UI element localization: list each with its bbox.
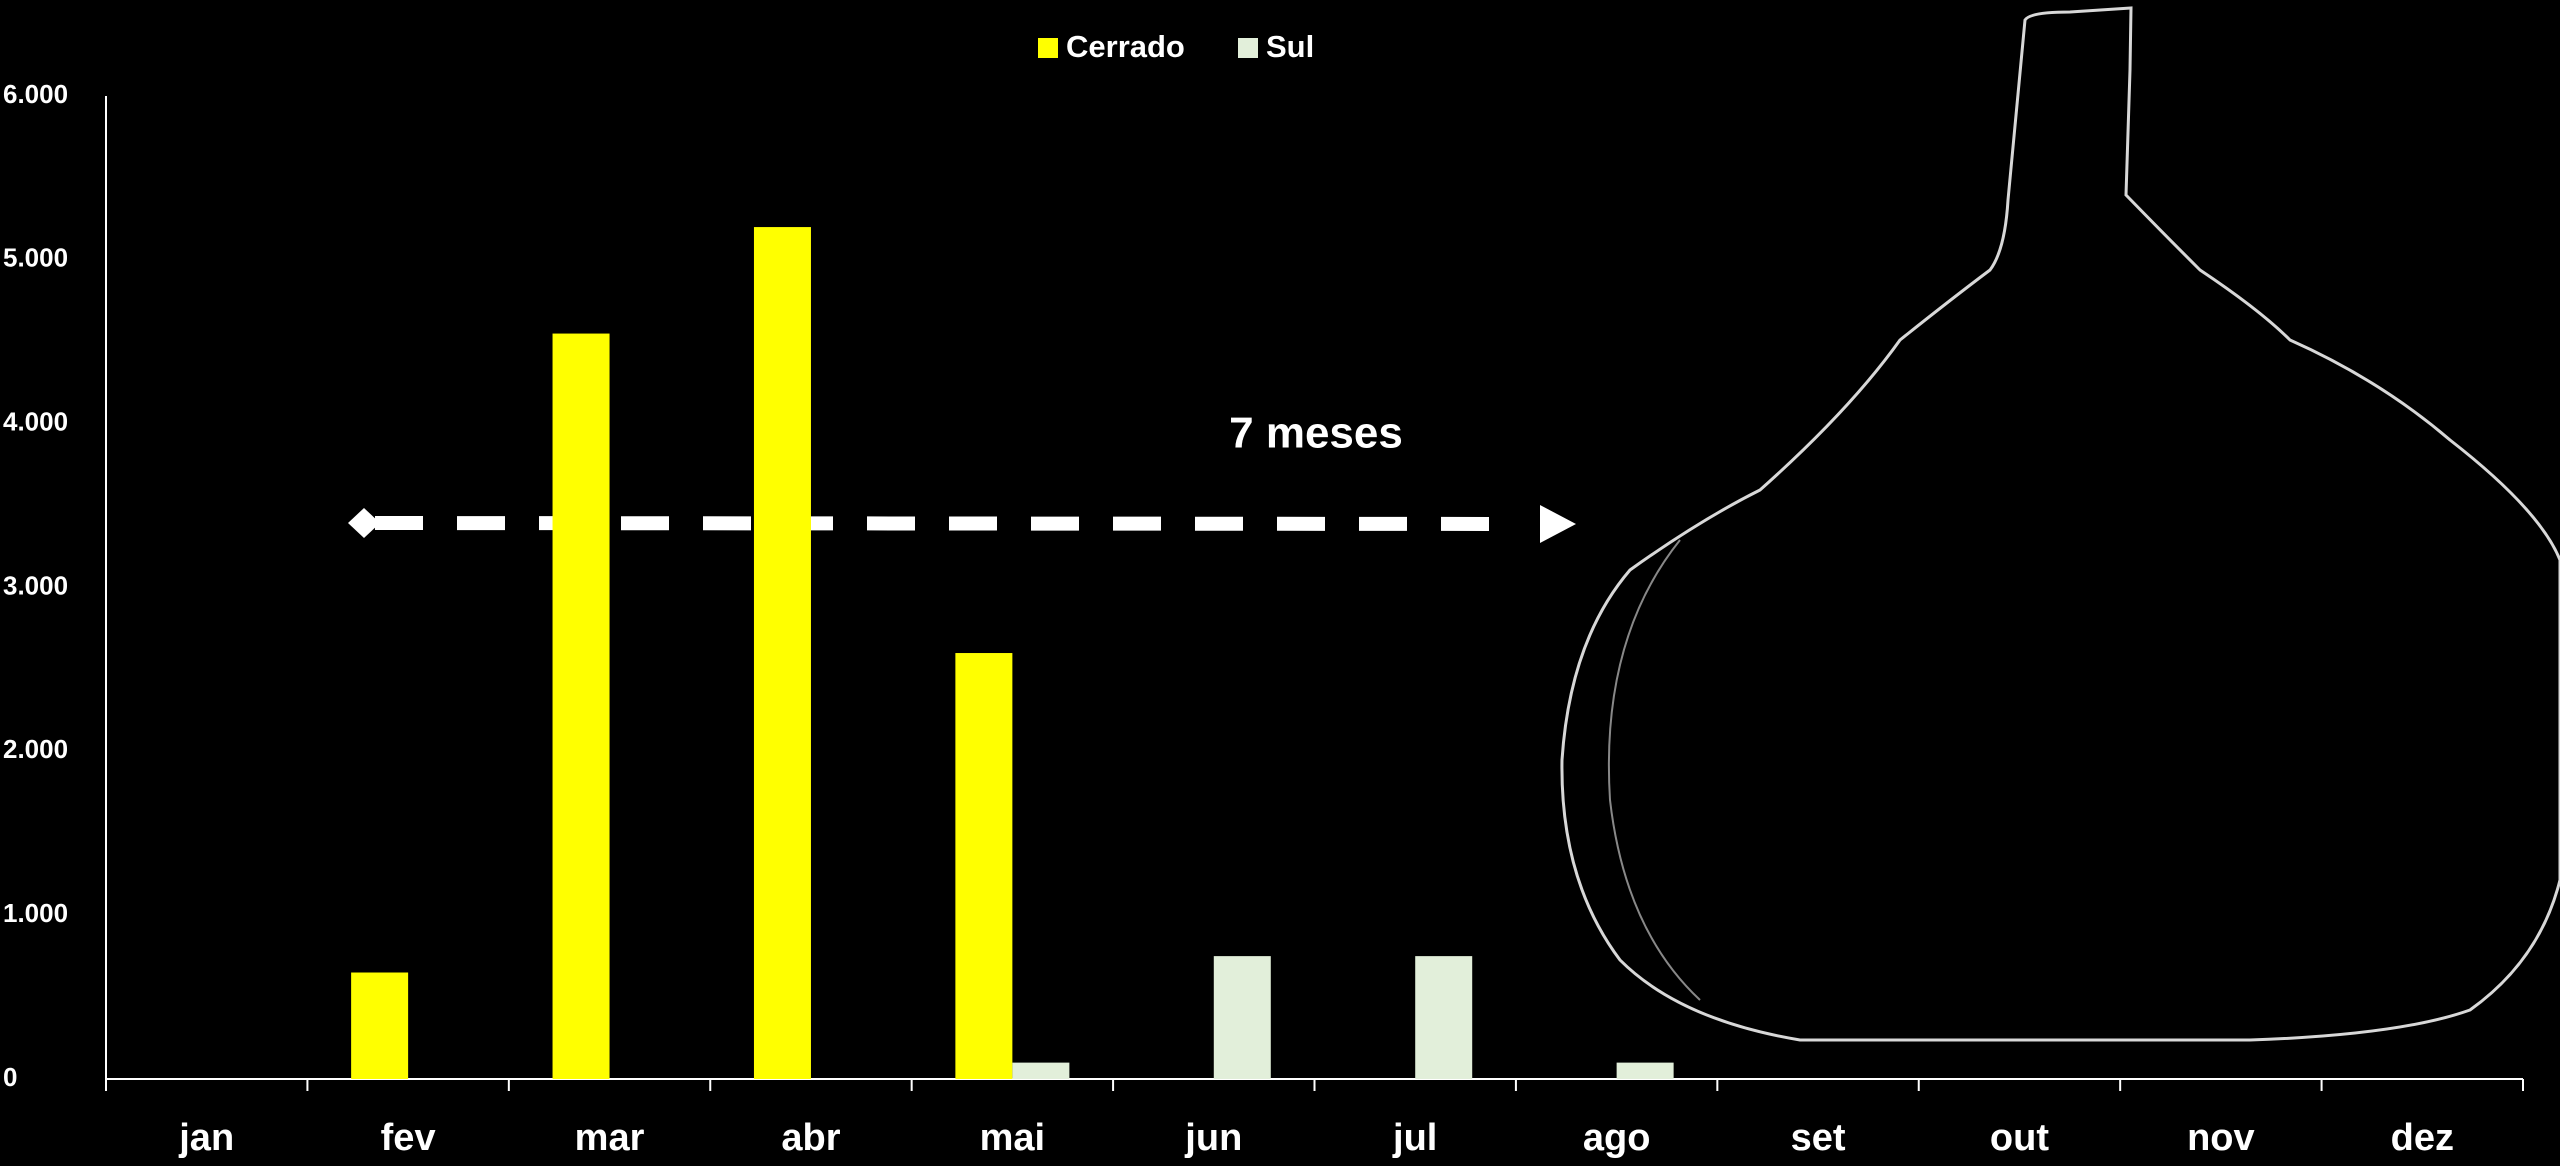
garlic-clove-line	[1607, 539, 1701, 1001]
annotation: 7 meses	[1229, 409, 1403, 458]
x-tick-label: jun	[1184, 1117, 1242, 1159]
x-tick-label: set	[1791, 1117, 1846, 1159]
x-tick-label: ago	[1583, 1117, 1651, 1159]
y-tick-label: 3.000	[3, 570, 68, 600]
x-tick-label: jul	[1392, 1117, 1437, 1159]
x-tick-label: fev	[381, 1117, 436, 1159]
arrow-head	[1540, 505, 1576, 543]
legend-swatch	[1038, 38, 1058, 58]
legend-label: Cerrado	[1066, 29, 1185, 64]
y-tick-label: 4.000	[3, 407, 68, 437]
y-tick-label: 5.000	[3, 243, 68, 273]
x-tick-label: jan	[178, 1117, 234, 1159]
x-tick-label: mar	[575, 1117, 645, 1159]
x-tick-label: abr	[781, 1117, 840, 1159]
x-tick-label: nov	[2187, 1117, 2255, 1159]
bar	[1213, 956, 1271, 1079]
bar	[1616, 1062, 1674, 1079]
legend-swatch	[1238, 38, 1258, 58]
garlic-illustration	[1560, 6, 2560, 1042]
bar	[351, 972, 409, 1079]
bar	[753, 227, 811, 1080]
y-tick-label: 6.000	[3, 79, 68, 109]
bar	[1415, 956, 1473, 1079]
bar	[552, 333, 610, 1079]
bar	[1012, 1062, 1070, 1079]
bar	[955, 653, 1013, 1079]
x-tick-label: out	[1990, 1117, 2049, 1159]
y-tick-label: 1.000	[3, 898, 68, 928]
arrow-start	[348, 508, 380, 538]
x-tick-label: mai	[980, 1117, 1045, 1159]
y-tick-label: 0	[3, 1062, 17, 1092]
x-tick-label: dez	[2391, 1117, 2454, 1159]
y-tick-label: 2.000	[3, 734, 68, 764]
garlic-outline	[1560, 6, 2560, 1042]
legend-label: Sul	[1266, 29, 1314, 64]
